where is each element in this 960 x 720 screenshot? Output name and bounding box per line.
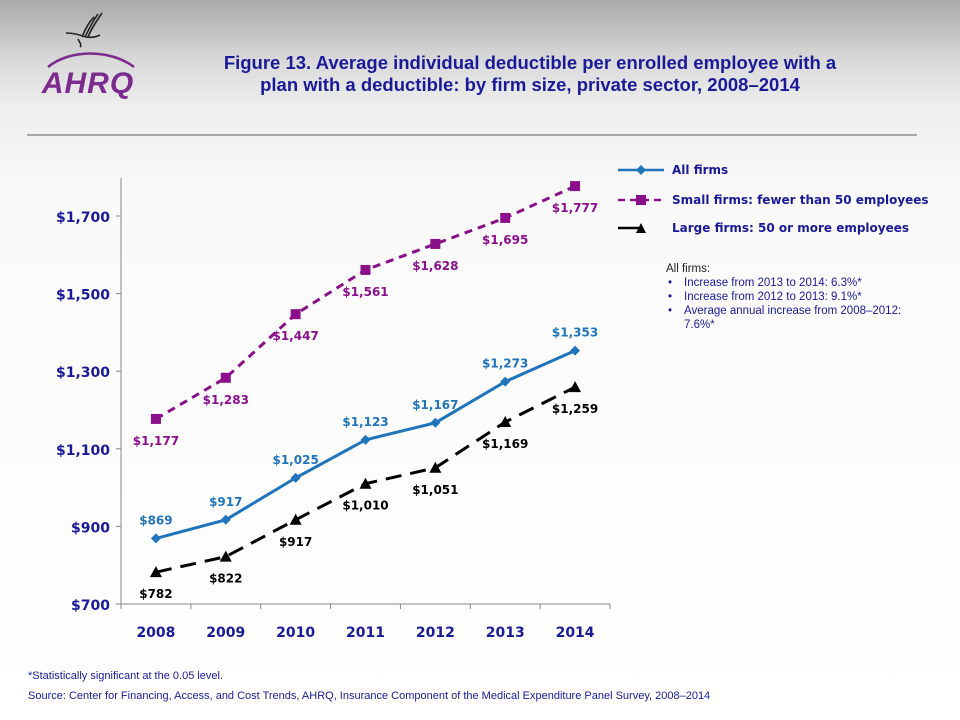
data-label: $1,167 bbox=[412, 398, 458, 412]
data-point-diamond bbox=[360, 434, 371, 445]
legend-label: Large firms: 50 or more employees bbox=[672, 221, 910, 235]
legend-square-marker-icon bbox=[618, 195, 664, 205]
y-tick-label: $1,300 bbox=[56, 365, 110, 381]
legend-triangle-marker-icon bbox=[618, 223, 646, 233]
data-label: $869 bbox=[139, 513, 172, 527]
data-label: $1,177 bbox=[133, 434, 179, 448]
data-label: $1,695 bbox=[482, 233, 528, 247]
data-point-triangle bbox=[359, 477, 372, 489]
x-tick-label: 2011 bbox=[346, 625, 385, 641]
annotation-box: All firms: Increase from 2013 to 2014: 6… bbox=[666, 262, 916, 332]
data-point-square bbox=[150, 413, 161, 424]
x-tick-label: 2013 bbox=[486, 625, 525, 641]
legend-diamond-marker-icon bbox=[618, 165, 664, 175]
hhs-eagle-icon: AHRQ bbox=[41, 12, 135, 100]
legend-item-large-firms: Large firms: 50 or more employees bbox=[616, 221, 909, 235]
annotation-bullet: Average annual increase from 2008–2012: … bbox=[668, 304, 916, 332]
y-tick-label: $1,500 bbox=[56, 288, 110, 304]
data-point-square bbox=[220, 372, 231, 383]
annotation-heading: All firms: bbox=[666, 263, 711, 275]
data-point-diamond bbox=[500, 376, 511, 387]
data-label: $1,628 bbox=[412, 259, 458, 273]
data-label: $1,259 bbox=[552, 402, 598, 416]
data-label: $782 bbox=[139, 587, 172, 601]
data-point-triangle bbox=[289, 513, 302, 525]
y-tick-label: $1,100 bbox=[56, 443, 110, 459]
data-label: $1,777 bbox=[552, 201, 598, 215]
header-divider bbox=[27, 134, 917, 136]
ahrq-logo: AHRQ bbox=[30, 5, 150, 100]
data-label: $917 bbox=[279, 535, 312, 549]
data-label: $1,273 bbox=[482, 357, 528, 371]
data-label: $1,025 bbox=[272, 453, 318, 467]
data-label: $1,283 bbox=[203, 393, 249, 407]
x-tick-label: 2008 bbox=[136, 625, 175, 641]
footnote: *Statistically significant at the 0.05 l… bbox=[28, 670, 224, 682]
data-point-triangle bbox=[219, 550, 232, 562]
data-point-diamond bbox=[150, 533, 161, 544]
data-point-square bbox=[430, 238, 441, 249]
legend-label: All firms bbox=[672, 163, 729, 177]
data-label: $1,561 bbox=[342, 285, 388, 299]
data-point-triangle bbox=[429, 461, 442, 473]
annotation-list: Increase from 2013 to 2014: 6.3%* Increa… bbox=[666, 276, 916, 332]
data-label: $1,123 bbox=[342, 415, 388, 429]
y-tick-label: $900 bbox=[71, 520, 110, 536]
axes: $700 $900 $1,100 $1,300 $1,500 $1,700 2008 2009… bbox=[56, 178, 611, 641]
data-label: $1,051 bbox=[412, 483, 458, 497]
chart-title: Figure 13. Average individual deductible… bbox=[180, 52, 880, 96]
data-point-diamond bbox=[430, 417, 441, 428]
data-label: $1,447 bbox=[272, 329, 318, 343]
y-tick-label: $700 bbox=[71, 598, 110, 614]
data-point-diamond bbox=[570, 345, 581, 356]
data-label: $1,353 bbox=[552, 326, 598, 340]
y-tick-label: $1,700 bbox=[56, 210, 110, 226]
annotation-bullet: Increase from 2013 to 2014: 6.3%* bbox=[668, 276, 916, 290]
annotation-bullet: Increase from 2012 to 2013: 9.1%* bbox=[668, 290, 916, 304]
data-labels: $869 $917 $1,025 $1,123 $1,167 $1,273 $1,353 $1… bbox=[133, 201, 598, 601]
data-point-square bbox=[570, 181, 581, 192]
series-line-small-firms bbox=[155, 184, 576, 421]
data-point-square bbox=[360, 264, 371, 275]
series-group bbox=[149, 181, 582, 578]
data-label: $1,169 bbox=[482, 437, 528, 451]
title-line-2: plan with a deductible: by firm size, pr… bbox=[260, 74, 800, 95]
x-tick-label: 2012 bbox=[416, 625, 455, 641]
legend-label: Small firms: fewer than 50 employees bbox=[672, 193, 929, 207]
data-point-square bbox=[500, 212, 511, 223]
data-point-triangle bbox=[499, 416, 512, 428]
x-tick-label: 2010 bbox=[276, 625, 315, 641]
data-label: $1,010 bbox=[342, 499, 388, 513]
data-label: $917 bbox=[209, 495, 242, 509]
data-point-diamond bbox=[220, 514, 231, 525]
data-point-triangle bbox=[569, 381, 582, 393]
legend-item-small-firms: Small firms: fewer than 50 employees bbox=[616, 193, 929, 207]
data-label: $822 bbox=[209, 572, 242, 586]
data-point-square bbox=[290, 309, 301, 320]
title-line-1: Figure 13. Average individual deductible… bbox=[223, 52, 837, 73]
data-point-triangle bbox=[149, 566, 162, 578]
ahrq-logo-text: AHRQ bbox=[41, 67, 134, 100]
source-note: Source: Center for Financing, Access, an… bbox=[28, 690, 711, 702]
data-point-diamond bbox=[290, 472, 301, 483]
legend-item-all-firms: All firms bbox=[616, 163, 728, 177]
x-tick-label: 2014 bbox=[556, 625, 595, 641]
x-tick-label: 2009 bbox=[206, 625, 245, 641]
